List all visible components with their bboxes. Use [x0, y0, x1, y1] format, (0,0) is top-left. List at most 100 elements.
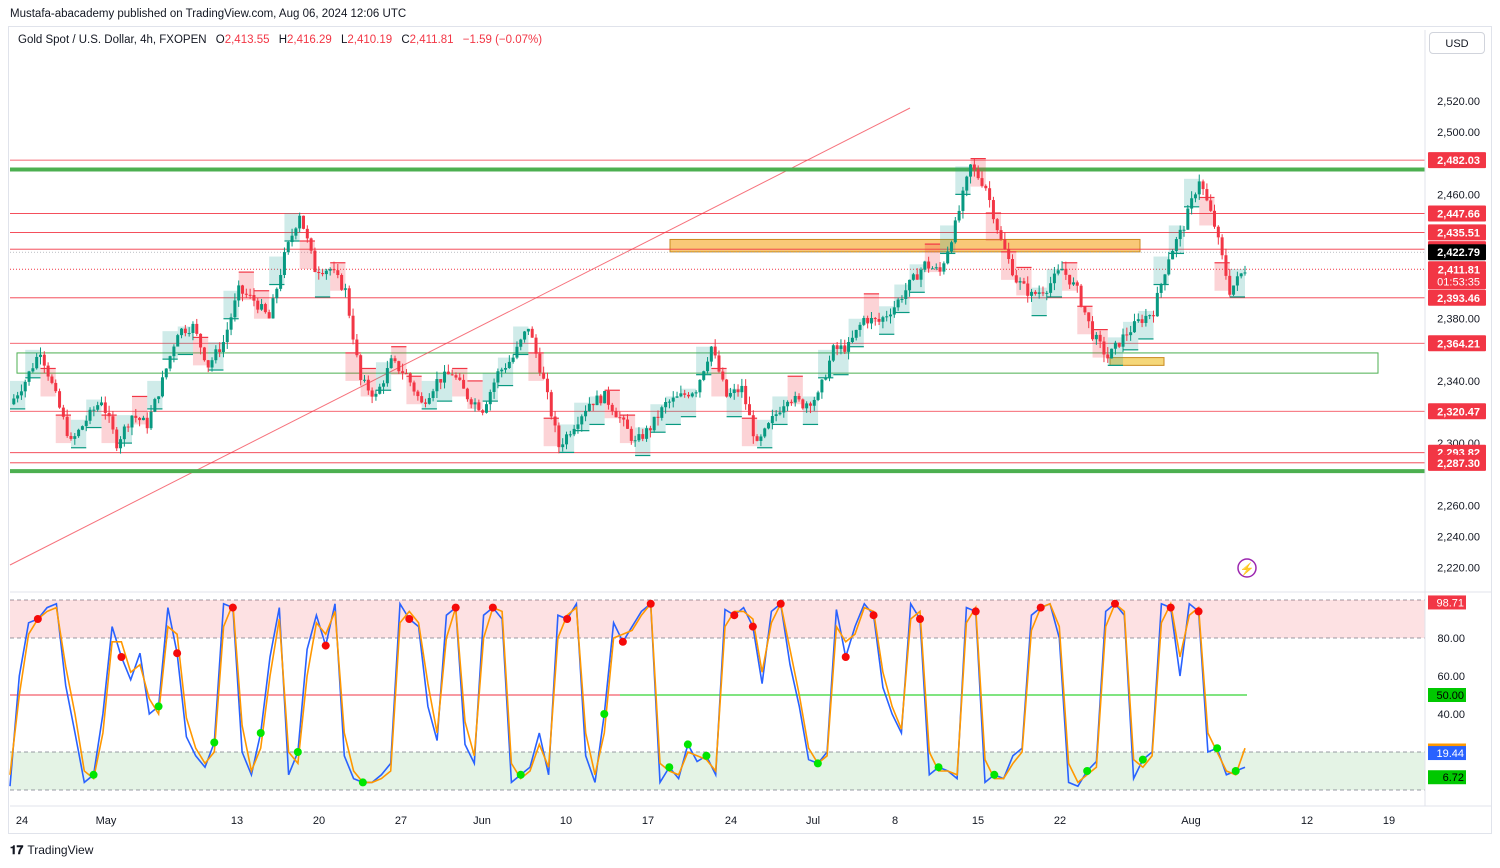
- time-tick-label: Aug: [1181, 815, 1201, 827]
- cross-up-dot: [210, 738, 219, 747]
- candle-body: [770, 416, 774, 424]
- symbol-title[interactable]: Gold Spot / U.S. Dollar, 4h, FXOPEN: [18, 34, 207, 46]
- price-tick-label: 2,260.00: [1437, 500, 1480, 512]
- candle-body: [16, 395, 20, 399]
- candle-body: [869, 318, 873, 324]
- candle-body: [679, 393, 683, 397]
- candle-body: [473, 402, 477, 405]
- candle-body: [949, 242, 953, 252]
- candle-body: [404, 373, 408, 375]
- candle-body: [450, 374, 454, 376]
- osc-level-label: 19.44: [1436, 748, 1464, 760]
- price-level-badge: [1428, 152, 1486, 169]
- candle-body: [1224, 255, 1228, 276]
- candle-body: [119, 439, 123, 449]
- candle-body: [702, 371, 706, 380]
- lightning-icon: [1237, 558, 1257, 578]
- cross-down-dot: [321, 641, 330, 650]
- candle-body: [481, 410, 485, 413]
- candle-body: [458, 377, 462, 380]
- candle-body: [1079, 285, 1083, 307]
- candle-body: [111, 416, 115, 430]
- time-tick-label: 27: [395, 815, 407, 827]
- trend-band: [543, 418, 559, 447]
- candle-body: [667, 401, 671, 403]
- candle-body: [565, 434, 569, 445]
- candle-body: [73, 436, 77, 439]
- candle-body: [401, 371, 405, 374]
- cross-down-dot: [748, 622, 757, 631]
- candle-body: [267, 312, 271, 319]
- candle-body: [698, 379, 702, 393]
- cross-down-dot: [405, 615, 414, 623]
- price-level-badge: [1428, 335, 1486, 352]
- candle-body: [690, 393, 694, 397]
- trend-band: [696, 346, 712, 375]
- candle-body: [69, 436, 73, 439]
- cross-up-dot: [934, 763, 943, 772]
- candle-body: [412, 382, 416, 392]
- time-tick-label: 22: [1054, 815, 1066, 827]
- candle-body: [1129, 332, 1133, 336]
- tradingview-footer[interactable]: 𝟏𝟕 TradingView: [10, 843, 93, 858]
- candle-body: [92, 409, 96, 411]
- candle-body: [462, 379, 466, 389]
- time-tick-label: 19: [1383, 815, 1395, 827]
- candle-body: [1087, 312, 1091, 322]
- cross-down-dot: [971, 607, 980, 616]
- tradingview-logo-icon: 𝟏𝟕: [10, 843, 24, 857]
- change-value: −1.59 (−0.07%): [462, 34, 543, 46]
- candle-body: [862, 317, 866, 325]
- candle-body: [1216, 226, 1220, 238]
- price-level-badge: [1428, 403, 1486, 420]
- candle-body: [1106, 354, 1110, 359]
- candle-body: [706, 361, 710, 372]
- candle-body: [290, 235, 294, 243]
- candle-body: [1159, 284, 1163, 293]
- candle-body: [107, 412, 111, 417]
- time-tick-label: 13: [231, 815, 243, 827]
- candle-body: [279, 274, 283, 289]
- candle-body: [747, 404, 751, 416]
- price-level-label: 2,411.81: [1438, 264, 1480, 276]
- price-level-label: 2,364.21: [1437, 338, 1480, 350]
- candle-body: [1026, 283, 1030, 296]
- price-tick-label: 2,220.00: [1437, 562, 1480, 574]
- candle-body: [892, 307, 896, 315]
- candle-body: [744, 385, 748, 405]
- candle-body: [305, 228, 309, 239]
- candle-body: [366, 379, 370, 391]
- candle-body: [591, 403, 595, 406]
- time-tick-label: 15: [972, 815, 984, 827]
- trend-band: [299, 241, 315, 269]
- candle-body: [927, 261, 931, 269]
- cross-down-dot: [117, 653, 126, 661]
- candle-body: [1144, 315, 1148, 323]
- cross-down-dot: [730, 611, 739, 620]
- candle-body: [873, 318, 877, 320]
- candle-body: [160, 377, 164, 397]
- candle-body: [317, 271, 321, 274]
- candle-body: [1022, 281, 1026, 284]
- candle-body: [1098, 334, 1102, 342]
- candle-body: [797, 395, 801, 400]
- candle-body: [58, 391, 62, 408]
- candle-body: [454, 375, 458, 378]
- time-tick-label: 10: [560, 815, 572, 827]
- cross-up-dot: [1231, 767, 1240, 775]
- currency-button[interactable]: USD: [1429, 32, 1485, 54]
- candle-body: [1094, 334, 1098, 340]
- candle-body: [233, 300, 237, 318]
- publisher-info: Mustafa-abacademy published on TradingVi…: [10, 8, 407, 20]
- candle-body: [431, 391, 435, 398]
- candle-body: [31, 368, 35, 372]
- candle-body: [759, 436, 763, 441]
- cross-up-dot: [813, 759, 822, 768]
- candle-body: [1052, 273, 1056, 284]
- cross-down-dot: [451, 603, 460, 612]
- candle-body: [728, 393, 732, 397]
- candle-body: [252, 295, 256, 301]
- chart-frame: [8, 26, 1492, 834]
- candle-body: [88, 409, 92, 421]
